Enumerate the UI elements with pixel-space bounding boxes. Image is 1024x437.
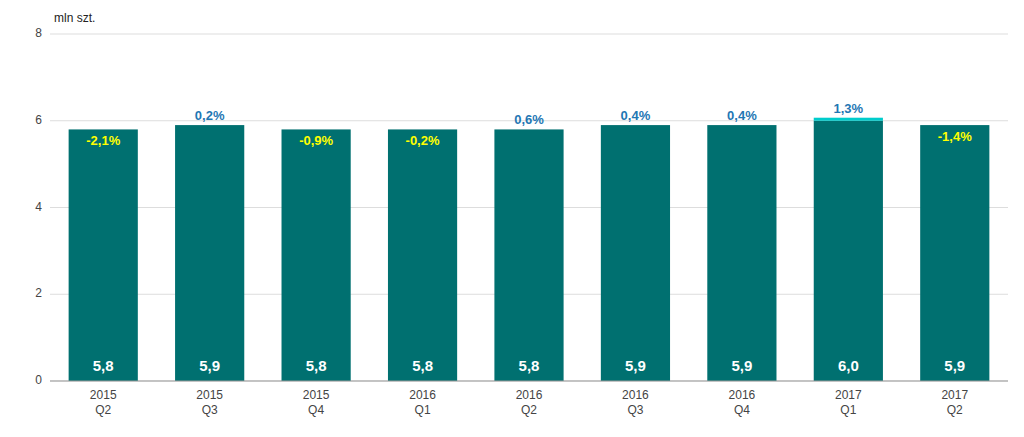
y-tick-label: 0 (35, 373, 42, 387)
bar (601, 125, 670, 381)
data-labels: 5,8 5,9 5,8 5,8 5,8 5,9 5,9 6,0 5,9 -2,1% 0,2% -0,9… (86, 101, 972, 374)
x-tick-label: 2015Q2 (90, 388, 117, 417)
pct-label: -1,4% (938, 129, 972, 144)
x-axis-line (50, 381, 1008, 382)
pct-label: 0,4% (621, 108, 651, 123)
x-tick-label: 2016Q3 (622, 388, 649, 417)
value-label: 6,0 (838, 357, 859, 374)
bar (601, 125, 670, 126)
y-axis-label: mln szt. (54, 11, 95, 25)
pct-label: 1,3% (834, 101, 864, 116)
x-tick-label: 2015Q3 (196, 388, 223, 417)
x-axis: 2015Q2 2015Q3 2015Q4 2016Q1 2016Q2 2016Q3 2016… (90, 388, 969, 417)
bar (388, 129, 457, 381)
pct-label: -0,2% (406, 133, 440, 148)
bars (69, 118, 990, 381)
value-label: 5,9 (199, 357, 220, 374)
bar (388, 129, 457, 130)
value-label: 5,8 (306, 357, 327, 374)
x-tick-label: 2017Q1 (835, 388, 862, 417)
x-tick-label: 2015Q4 (303, 388, 330, 417)
y-tick-label: 8 (35, 26, 42, 40)
value-label: 5,9 (944, 357, 965, 374)
bar (282, 129, 351, 130)
pct-label: 0,6% (514, 112, 544, 127)
y-axis: 0 2 4 6 8 (35, 26, 42, 387)
bar (282, 129, 351, 381)
value-label: 5,8 (412, 357, 433, 374)
bar (707, 125, 776, 381)
bar (69, 129, 138, 130)
x-tick-label: 2016Q2 (516, 388, 543, 417)
value-label: 5,8 (93, 357, 114, 374)
bar (69, 129, 138, 381)
bar (920, 125, 989, 381)
grid-line (50, 381, 1008, 382)
value-label: 5,9 (625, 357, 646, 374)
chart-container: 02468mln szt.2015Q22015Q32015Q42016Q1201… (0, 0, 1024, 437)
bar (920, 125, 989, 126)
bar (175, 125, 244, 126)
y-tick-label: 6 (35, 113, 42, 127)
bar (707, 125, 776, 126)
value-label: 5,9 (731, 357, 752, 374)
pct-label: -0,9% (299, 133, 333, 148)
y-tick-label: 4 (35, 200, 42, 214)
y-tick-label: 2 (35, 286, 42, 300)
bar (814, 118, 883, 121)
pct-label: -2,1% (86, 133, 120, 148)
bar (175, 125, 244, 381)
bar (494, 129, 563, 381)
value-label: 5,8 (519, 357, 540, 374)
x-tick-label: 2016Q4 (729, 388, 756, 417)
grid-line (50, 34, 1008, 35)
pct-label: 0,2% (195, 108, 225, 123)
x-tick-label: 2016Q1 (409, 388, 436, 417)
grid (50, 34, 1008, 381)
chart: 02468mln szt.2015Q22015Q32015Q42016Q1201… (0, 0, 1024, 437)
pct-label: 0,4% (727, 108, 757, 123)
bar (814, 121, 883, 381)
x-tick-label: 2017Q2 (941, 388, 968, 417)
bar (494, 129, 563, 130)
